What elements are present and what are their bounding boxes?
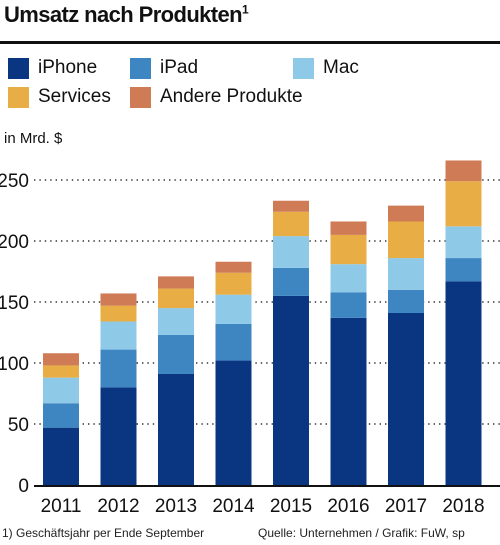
bar-segment-iphone-2011	[43, 427, 79, 485]
x-tick-label: 2015	[270, 496, 312, 517]
bar-segment-services-2018	[445, 181, 482, 227]
legend-swatch	[8, 57, 29, 79]
bar-segment-mac-2013	[158, 308, 194, 335]
bar-segment-andere-produkte-2017	[388, 205, 424, 222]
bar-segment-mac-2014	[215, 294, 252, 324]
bar-segment-andere-produkte-2016	[330, 221, 367, 235]
legend-label: Mac	[323, 57, 359, 78]
legend-swatch	[130, 57, 151, 79]
bar-segment-ipad-2013	[158, 334, 194, 374]
source-credit: Quelle: Unternehmen / Grafik: FuW, sp	[258, 526, 465, 540]
bar-segment-iphone-2012	[100, 387, 137, 485]
bar-segment-ipad-2017	[388, 289, 424, 313]
chart-title: Umsatz nach Produkten1	[4, 2, 249, 28]
x-tick-label: 2016	[327, 496, 369, 517]
bar-segment-iphone-2013	[158, 373, 194, 485]
bar-segment-andere-produkte-2015	[273, 200, 309, 212]
x-tick-label: 2014	[212, 496, 255, 517]
stacked-bar-chart: in Mrd. $ 0 50 100 150 200 250 2011 2012 2013 2014…	[0, 130, 500, 517]
bar-segment-ipad-2011	[43, 403, 79, 428]
bar-segment-mac-2017	[388, 258, 424, 290]
title-rule	[0, 41, 500, 44]
footnote: 1) Geschäftsjahr per Ende September	[2, 526, 205, 540]
x-tick-label: 2012	[97, 496, 139, 517]
bar-segment-mac-2012	[100, 321, 137, 350]
y-tick-label: 250	[0, 171, 29, 192]
legend-item-andere-produkte: Andere Produkte	[130, 85, 303, 109]
legend-item-iphone: iPhone	[8, 56, 97, 80]
bar-segment-iphone-2014	[215, 360, 252, 485]
bar-segment-services-2016	[330, 234, 367, 265]
bar-segment-services-2012	[100, 305, 137, 322]
bar-segment-services-2017	[388, 221, 424, 259]
y-tick-label: 50	[8, 415, 29, 436]
legend-label: iPad	[160, 57, 199, 78]
bar-segment-ipad-2014	[215, 323, 252, 361]
bar-segment-services-2011	[43, 365, 79, 378]
bar-segment-mac-2015	[273, 236, 309, 268]
bar-segment-services-2015	[273, 211, 309, 237]
legend-item-services: Services	[8, 85, 111, 109]
legend-label: Andere Produkte	[160, 86, 303, 107]
bar-segment-andere-produkte-2014	[215, 261, 252, 273]
x-tick-label: 2011	[41, 496, 82, 517]
bar-segment-iphone-2017	[388, 312, 424, 485]
bar-segment-ipad-2016	[330, 292, 367, 318]
bar-segment-mac-2018	[445, 226, 482, 259]
x-tick-label: 2013	[155, 496, 197, 517]
bar-segment-iphone-2016	[330, 317, 367, 485]
bar-segment-services-2013	[158, 288, 194, 309]
bar-segment-services-2014	[215, 272, 252, 295]
legend-swatch	[8, 86, 29, 108]
bar-segment-ipad-2012	[100, 349, 137, 388]
legend-label: Services	[38, 86, 111, 107]
y-tick-label: 150	[0, 293, 29, 314]
legend-item-mac: Mac	[293, 56, 359, 80]
y-tick-label: 0	[18, 476, 29, 497]
bar-segment-iphone-2015	[273, 295, 309, 485]
bar-segment-andere-produkte-2012	[100, 293, 137, 306]
bar-segment-mac-2016	[330, 264, 367, 293]
bar-segment-andere-produkte-2013	[158, 276, 194, 289]
bar-segment-andere-produkte-2011	[43, 353, 79, 366]
x-tick-label: 2018	[442, 496, 484, 517]
bar-segment-ipad-2018	[445, 258, 482, 282]
legend-item-ipad: iPad	[130, 56, 198, 80]
bar-segment-iphone-2018	[445, 281, 482, 485]
legend-label: iPhone	[38, 57, 98, 78]
bar-segment-mac-2011	[43, 377, 79, 404]
legend: iPhone iPad Mac Services Andere Produkte	[0, 0, 500, 120]
bar-segment-ipad-2015	[273, 267, 309, 296]
chart-title-text: Umsatz nach Produkten	[4, 2, 243, 27]
y-tick-label: 200	[0, 232, 29, 253]
legend-swatch	[293, 57, 314, 79]
legend-swatch	[130, 86, 151, 108]
bar-segment-andere-produkte-2018	[445, 160, 482, 182]
y-tick-label: 100	[0, 354, 29, 375]
unit-label: in Mrd. $	[4, 130, 63, 147]
title-footnote-mark: 1	[242, 2, 249, 17]
x-tick-label: 2017	[385, 496, 427, 517]
